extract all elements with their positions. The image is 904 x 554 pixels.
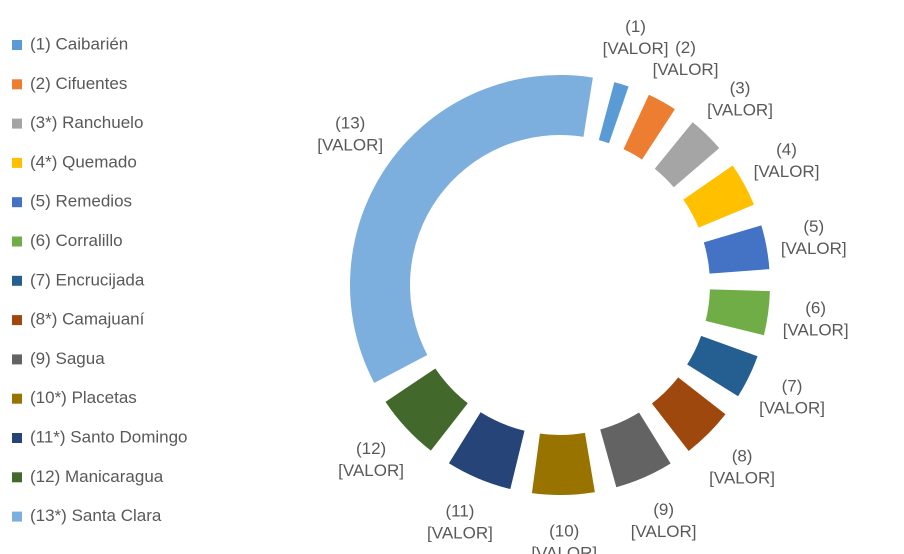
data-label: [VALOR] xyxy=(631,522,697,541)
donut-segment xyxy=(654,122,720,188)
data-label: [VALOR] xyxy=(759,398,825,417)
legend-label: (3*) Ranchuelo xyxy=(30,113,143,132)
donut-segment xyxy=(703,225,770,274)
legend-swatch xyxy=(12,472,22,483)
data-label: (3) xyxy=(730,79,751,98)
legend-label: (1) Caibarién xyxy=(30,34,128,53)
data-label: (7) xyxy=(782,376,803,395)
data-label: (6) xyxy=(805,298,826,317)
donut-segment xyxy=(531,432,595,496)
data-label: (11) xyxy=(445,501,474,520)
legend-swatch xyxy=(12,79,22,90)
data-label: (9) xyxy=(653,500,674,519)
legend-swatch xyxy=(12,433,22,443)
legend-swatch xyxy=(12,354,22,365)
data-label: (10) xyxy=(549,521,579,540)
data-label: [VALOR] xyxy=(603,39,669,58)
data-label: (12) xyxy=(356,439,386,458)
legend-swatch xyxy=(12,197,22,208)
data-label: [VALOR] xyxy=(709,468,775,487)
data-label: [VALOR] xyxy=(707,101,773,120)
data-label: (13) xyxy=(335,113,365,132)
legend-label: (10*) Placetas xyxy=(30,388,137,407)
data-label: [VALOR] xyxy=(531,543,597,554)
donut-segment xyxy=(598,82,629,144)
legend-swatch xyxy=(12,118,22,129)
legend-label: (13*) Santa Clara xyxy=(30,506,162,525)
data-label: [VALOR] xyxy=(781,239,847,258)
data-label: [VALOR] xyxy=(754,162,820,181)
donut-segment xyxy=(705,289,770,336)
data-label: (1) xyxy=(625,17,646,36)
donut-segment xyxy=(448,412,525,490)
donut-segment xyxy=(683,165,754,228)
donut-segment xyxy=(651,377,726,451)
data-label: (5) xyxy=(803,217,824,236)
legend-swatch xyxy=(12,40,22,50)
data-label: (4) xyxy=(776,140,797,159)
legend-label: (5) Remedios xyxy=(30,192,132,211)
donut-segment xyxy=(385,368,468,451)
legend-label: (7) Encrucijada xyxy=(30,270,145,289)
legend-label: (12) Manicaragua xyxy=(30,467,164,486)
legend-label: (11*) Santo Domingo xyxy=(30,427,188,446)
legend-label: (8*) Camajuaní xyxy=(30,310,145,329)
legend-label: (6) Corralillo xyxy=(30,231,123,250)
data-label: [VALOR] xyxy=(317,135,383,154)
legend-label: (2) Cifuentes xyxy=(30,74,127,93)
data-label: [VALOR] xyxy=(338,461,404,480)
data-label: [VALOR] xyxy=(427,523,493,542)
donut-segment xyxy=(687,335,758,397)
legend-swatch xyxy=(12,393,22,404)
data-label: (2) xyxy=(675,38,696,57)
donut-segment xyxy=(623,94,675,160)
donut-segment xyxy=(349,75,593,383)
legend-swatch xyxy=(12,236,22,247)
legend-label: (9) Sagua xyxy=(30,349,105,368)
legend-swatch xyxy=(12,157,22,168)
data-label: [VALOR] xyxy=(653,60,719,79)
legend-label: (4*) Quemado xyxy=(30,152,137,171)
donut-segment xyxy=(600,412,671,488)
data-label: [VALOR] xyxy=(783,320,849,339)
legend-swatch xyxy=(12,511,22,522)
data-label: (8) xyxy=(732,446,753,465)
legend-swatch xyxy=(12,275,22,286)
legend-swatch xyxy=(12,315,22,326)
